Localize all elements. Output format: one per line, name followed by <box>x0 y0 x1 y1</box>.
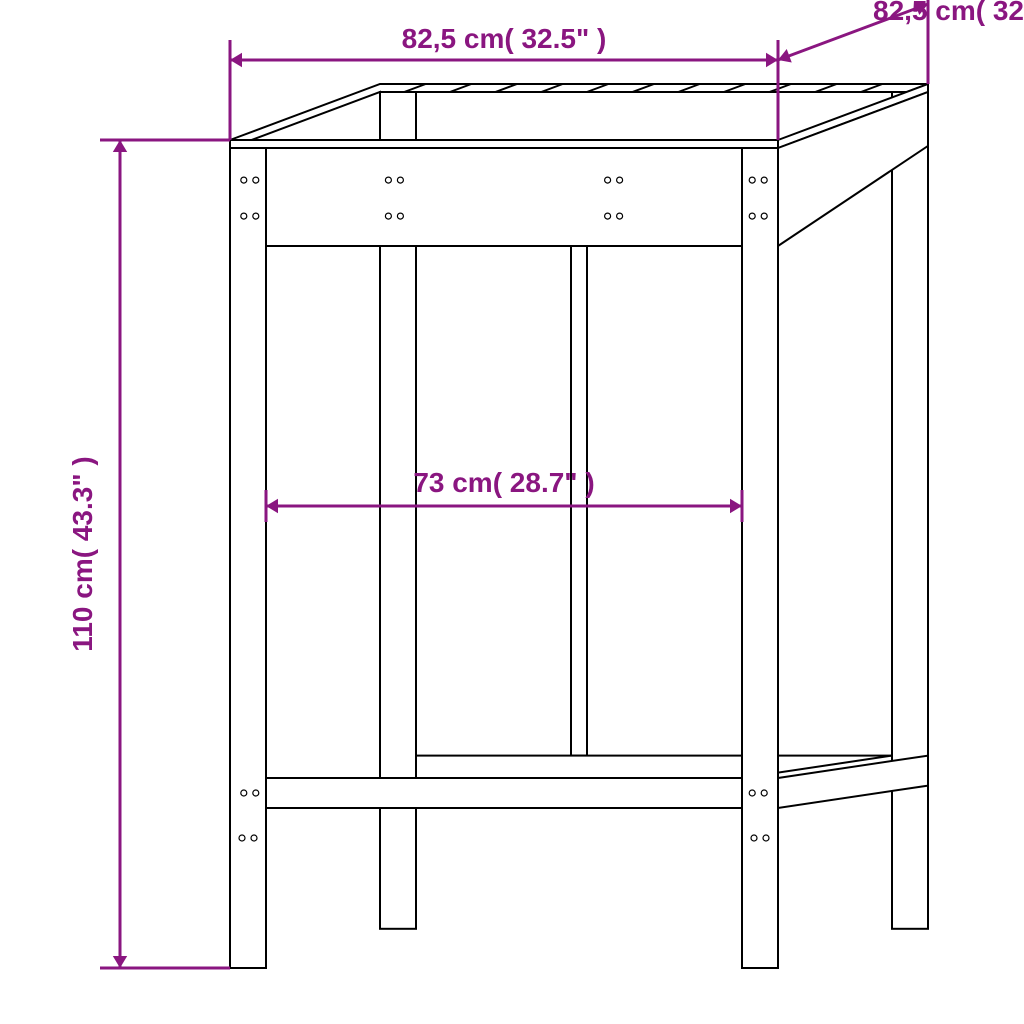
dim-inner-width-label: 73 cm( 28.7" ) <box>413 467 594 498</box>
dim-width-label: 82,5 cm( 32.5" ) <box>402 23 607 54</box>
dim-depth-label: 82,5 cm( 32.5" ) <box>873 0 1024 26</box>
dim-height-label: 110 cm( 43.3" ) <box>67 456 98 651</box>
